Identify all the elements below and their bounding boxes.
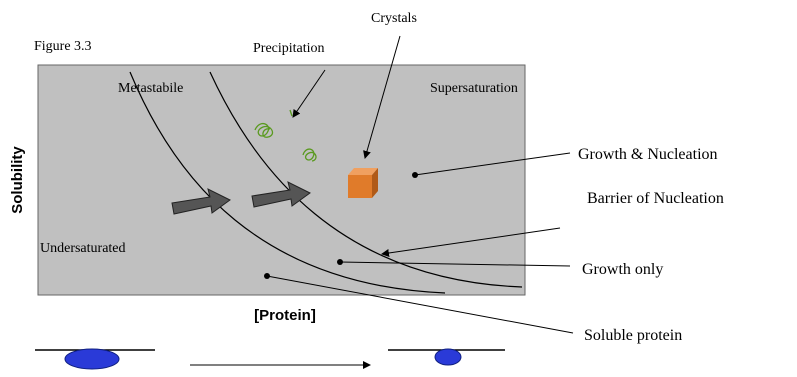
label: Barrier of Nucleation (587, 190, 724, 207)
label: Supersaturation (430, 81, 518, 96)
phase-area (38, 65, 525, 295)
figure-label: Figure 3.3 (34, 39, 92, 54)
label: Precipitation (253, 41, 325, 56)
label: Soluble protein (584, 327, 682, 344)
label: Metastabile (118, 81, 183, 96)
label: Crystals (371, 11, 417, 26)
axis-label: [Protein] (254, 307, 316, 324)
crystal-face (348, 175, 372, 198)
label: Undersaturated (40, 241, 126, 256)
label: Growth & Nucleation (578, 146, 718, 163)
drop (65, 349, 119, 369)
diagram: Figure 3.3 Crystals Precipitation Metast… (0, 0, 797, 377)
axis-label: Solubility (9, 146, 26, 214)
drop (435, 349, 461, 365)
label: Growth only (582, 261, 663, 278)
